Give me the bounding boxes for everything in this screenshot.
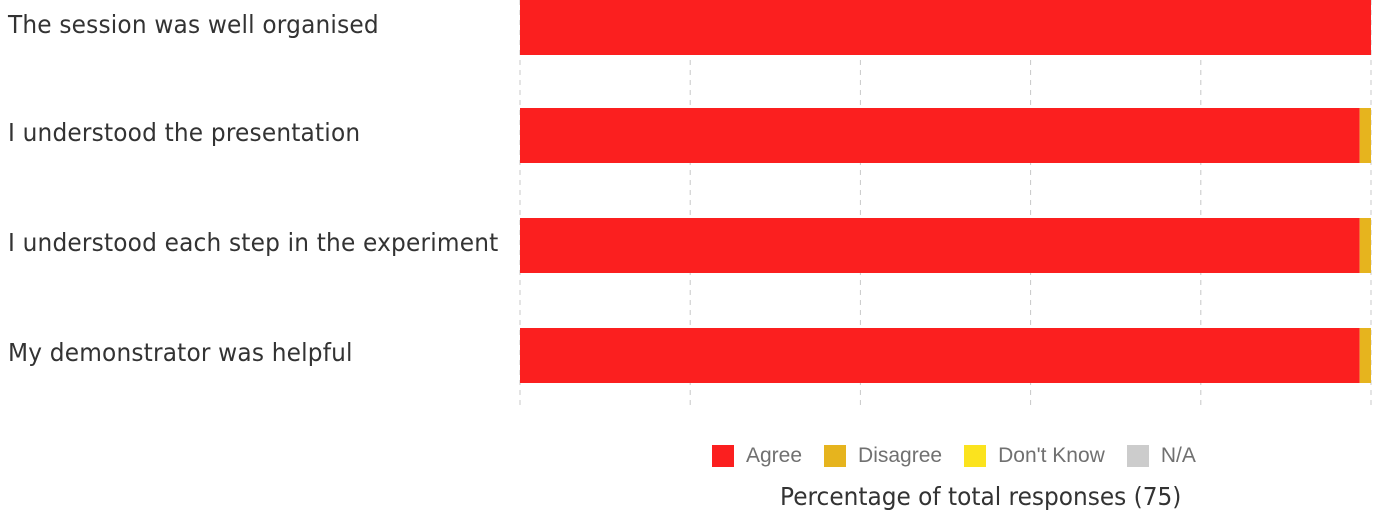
bar-segment-disagree-2	[1359, 218, 1371, 273]
bar-segment-agree-3	[520, 328, 1360, 383]
legend-label: Don't Know	[998, 444, 1105, 467]
legend-item: N/A	[1126, 444, 1196, 468]
x-axis-title: Percentage of total responses (75)	[780, 482, 1182, 511]
category-label: I understood each step in the experiment	[8, 227, 499, 257]
bar-segment-disagree-1	[1359, 108, 1371, 163]
bar-segment-agree-1	[520, 108, 1360, 163]
bar-segment-agree-0	[520, 0, 1371, 55]
legend-swatch	[712, 445, 734, 467]
legend-swatch	[824, 445, 847, 467]
category-label: My demonstrator was helpful	[8, 337, 353, 367]
legend-label: Disagree	[858, 444, 943, 467]
legend-swatch	[1126, 445, 1149, 467]
legend-label: Agree	[746, 444, 803, 467]
legend-item: Disagree	[824, 444, 942, 468]
category-label: I understood the presentation	[8, 117, 361, 147]
category-label: The session was well organised	[8, 9, 379, 39]
legend-item: Agree	[712, 444, 802, 468]
bar-segment-agree-2	[520, 218, 1360, 273]
legend-swatch	[964, 445, 987, 467]
bar-segment-disagree-3	[1359, 328, 1371, 383]
legend-item: Don't Know	[964, 444, 1105, 468]
legend-label: N/A	[1160, 444, 1196, 467]
legend: Agree Disagree Don't Know N/A	[712, 441, 1218, 471]
